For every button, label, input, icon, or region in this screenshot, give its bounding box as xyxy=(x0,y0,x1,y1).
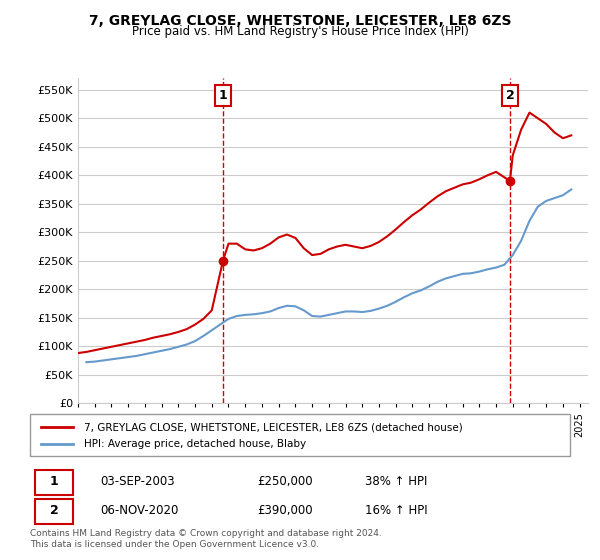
Text: 1: 1 xyxy=(50,475,59,488)
Text: 38% ↑ HPI: 38% ↑ HPI xyxy=(365,475,427,488)
Text: Price paid vs. HM Land Registry's House Price Index (HPI): Price paid vs. HM Land Registry's House … xyxy=(131,25,469,38)
Text: 03-SEP-2003: 03-SEP-2003 xyxy=(100,475,175,488)
Text: 2: 2 xyxy=(50,503,59,517)
Text: 7, GREYLAG CLOSE, WHETSTONE, LEICESTER, LE8 6ZS: 7, GREYLAG CLOSE, WHETSTONE, LEICESTER, … xyxy=(89,14,511,28)
FancyBboxPatch shape xyxy=(30,414,570,456)
Text: £390,000: £390,000 xyxy=(257,503,313,517)
FancyBboxPatch shape xyxy=(35,499,73,524)
Text: 2: 2 xyxy=(506,89,514,102)
Text: 7, GREYLAG CLOSE, WHETSTONE, LEICESTER, LE8 6ZS (detached house): 7, GREYLAG CLOSE, WHETSTONE, LEICESTER, … xyxy=(84,422,463,432)
Text: £250,000: £250,000 xyxy=(257,475,313,488)
Text: 1: 1 xyxy=(218,89,227,102)
Text: 16% ↑ HPI: 16% ↑ HPI xyxy=(365,503,427,517)
FancyBboxPatch shape xyxy=(35,470,73,495)
Text: 06-NOV-2020: 06-NOV-2020 xyxy=(100,503,179,517)
Text: Contains HM Land Registry data © Crown copyright and database right 2024.
This d: Contains HM Land Registry data © Crown c… xyxy=(30,529,382,549)
Text: HPI: Average price, detached house, Blaby: HPI: Average price, detached house, Blab… xyxy=(84,439,306,449)
